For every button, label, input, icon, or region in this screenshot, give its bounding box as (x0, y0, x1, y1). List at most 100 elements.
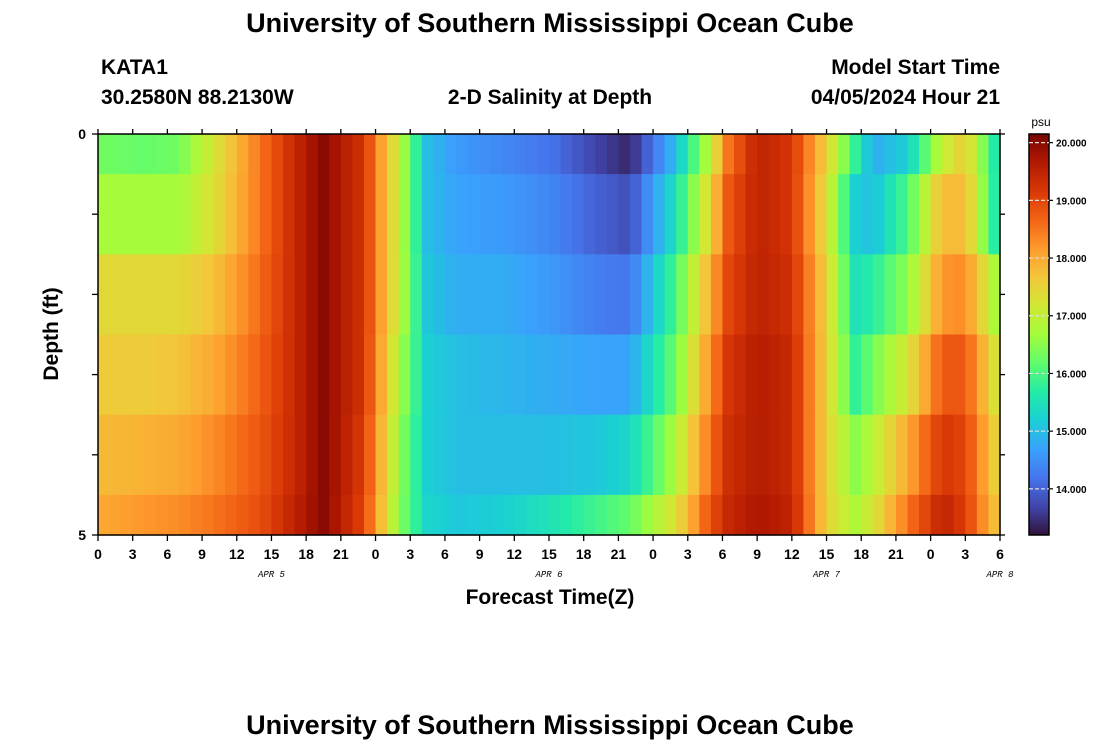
heatmap-cell (144, 174, 157, 255)
heatmap-cell (618, 494, 631, 536)
heatmap-cell (178, 494, 192, 536)
x-tick-label: 6 (163, 546, 171, 562)
heatmap-cell (456, 334, 469, 416)
x-day-label: APR 6 (534, 570, 563, 580)
heatmap-cell (872, 334, 885, 416)
colorbar-tick-label: 14.000 (1056, 485, 1087, 496)
heatmap-cell (664, 414, 677, 496)
heatmap-cell (699, 414, 712, 496)
heatmap-cell (861, 414, 874, 496)
heatmap-cell (826, 174, 839, 255)
heatmap-cell (606, 494, 619, 536)
heatmap-cell (953, 334, 966, 416)
heatmap-cell (676, 254, 689, 336)
heatmap-cell (965, 414, 978, 496)
heatmap-cell (976, 134, 990, 175)
heatmap-cell (352, 174, 365, 255)
heatmap-cell (537, 254, 550, 336)
heatmap-cell (236, 414, 249, 496)
heatmap-cell (757, 174, 770, 255)
heatmap-cell (803, 414, 816, 496)
heatmap-cell (757, 414, 770, 496)
x-tick-label: 3 (406, 546, 414, 562)
heatmap-cell (826, 334, 839, 416)
heatmap-cell (271, 254, 284, 336)
heatmap-cell (572, 134, 585, 175)
heatmap-cell (421, 254, 434, 336)
heatmap-cell (340, 254, 354, 336)
heatmap-cell (363, 174, 377, 255)
heatmap-cell (491, 494, 504, 536)
heatmap-cell (606, 334, 619, 416)
x-tick-label: 15 (819, 546, 835, 562)
heatmap-cell (421, 414, 434, 496)
heatmap-cell (236, 174, 249, 255)
heatmap-cell (352, 414, 365, 496)
heatmap-cell (433, 254, 446, 336)
heatmap-cell (155, 254, 168, 336)
station-coordinates: 30.2580N 88.2130W (101, 86, 294, 109)
heatmap-cell (144, 494, 157, 536)
heatmap-cell (653, 414, 666, 496)
heatmap-cell (791, 494, 805, 536)
heatmap-cell (144, 414, 157, 496)
heatmap-cell (757, 494, 770, 536)
x-tick-label: 9 (753, 546, 761, 562)
heatmap-cell (965, 254, 978, 336)
x-tick-label: 21 (611, 546, 627, 562)
heatmap-cell (710, 174, 724, 255)
heatmap-cell (121, 134, 134, 175)
heatmap-cell (190, 494, 203, 536)
heatmap-cell (687, 174, 700, 255)
heatmap-cell (641, 334, 654, 416)
heatmap-cell (514, 254, 527, 336)
heatmap-cell (618, 254, 631, 336)
x-day-label: APR 5 (257, 570, 286, 580)
heatmap-cell (988, 134, 1001, 175)
heatmap-cell (861, 334, 874, 416)
heatmap-cell (329, 334, 342, 416)
heatmap-cell (895, 334, 909, 416)
heatmap-cell (791, 334, 805, 416)
heatmap-cell (664, 334, 677, 416)
heatmap-cell (375, 134, 388, 175)
heatmap-cell (687, 414, 700, 496)
heatmap-cell (491, 174, 504, 255)
heatmap-cell (132, 254, 145, 336)
heatmap-cell (421, 174, 434, 255)
heatmap-cell (306, 334, 319, 416)
heatmap-cell (121, 414, 134, 496)
heatmap-cell (826, 134, 839, 175)
heatmap-cell (549, 334, 562, 416)
heatmap-cell (190, 414, 203, 496)
heatmap-cell (722, 174, 735, 255)
heatmap-cell (953, 494, 966, 536)
heatmap-cell (722, 414, 735, 496)
heatmap-cell (514, 134, 527, 175)
heatmap-cell (988, 494, 1001, 536)
heatmap-cell (583, 134, 596, 175)
heatmap-cell (583, 174, 596, 255)
heatmap-cell (479, 174, 492, 255)
heatmap-cell (537, 174, 550, 255)
heatmap-cell (502, 494, 515, 536)
heatmap-cell (757, 254, 770, 336)
heatmap-cell (525, 254, 539, 336)
heatmap-cell (410, 134, 423, 175)
heatmap-cell (387, 414, 400, 496)
colorbar-tick-label: 18.000 (1056, 254, 1087, 265)
heatmap-cell (745, 334, 758, 416)
x-tick-label: 12 (507, 546, 523, 562)
heatmap-cell (352, 134, 365, 175)
heatmap-cell (699, 254, 712, 336)
heatmap-cell (919, 494, 932, 536)
heatmap-cell (167, 414, 180, 496)
heatmap-cell (780, 174, 793, 255)
heatmap-cell (202, 414, 215, 496)
y-axis: 05 (78, 126, 1005, 543)
heatmap-cell (560, 334, 573, 416)
chart-subtitle: 2-D Salinity at Depth (447, 86, 653, 109)
heatmap-cell (884, 494, 897, 536)
heatmap-cell (549, 174, 562, 255)
heatmap-cell (791, 134, 805, 175)
